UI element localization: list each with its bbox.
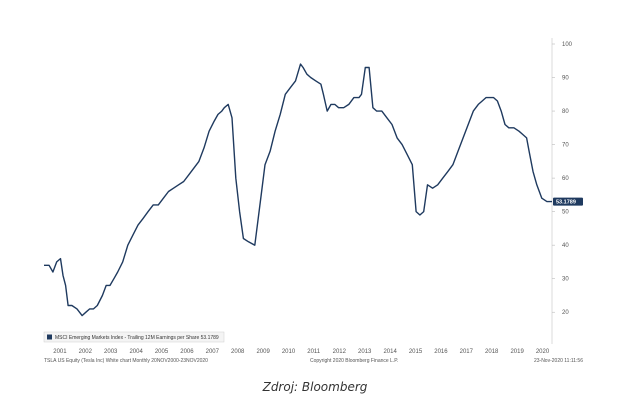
x-tick-label: 2003 — [104, 349, 118, 355]
x-tick-label: 2011 — [307, 349, 321, 355]
x-tick-label: 2018 — [485, 349, 499, 355]
last-value-label: 53.1789 — [553, 197, 583, 206]
footer-right: 23-Nov-2020 11:11:56 — [534, 358, 583, 364]
x-tick-label: 2007 — [206, 349, 220, 355]
x-tick-label: 2005 — [155, 349, 169, 355]
x-tick-label: 2012 — [333, 349, 347, 355]
source-caption: Zdroj: Bloomberg — [262, 380, 368, 394]
x-tick-label: 2006 — [180, 349, 194, 355]
last-value-text: 53.1789 — [556, 200, 576, 206]
x-tick-label: 2014 — [383, 349, 397, 355]
y-axis-ticks: 20 30 40 50 60 70 80 90 100 — [552, 42, 573, 316]
x-tick-label: 2001 — [53, 349, 67, 355]
footer-center: Copyright 2020 Bloomberg Finance L.P. — [310, 358, 398, 364]
x-axis-ticks: 2001 2002 2003 2004 2005 2006 2007 2008 2009 2010… — [53, 349, 550, 355]
x-tick-label: 2002 — [79, 349, 93, 355]
y-tick-label: 60 — [562, 176, 569, 182]
legend-swatch — [47, 334, 52, 340]
y-tick-label: 30 — [562, 277, 569, 283]
x-tick-label: 2015 — [409, 349, 423, 355]
x-tick-label: 2013 — [358, 349, 372, 355]
footer-left: TSLA US Equity (Tesla Inc) White chart M… — [44, 358, 208, 364]
legend-entry: MSCI Emerging Markets Index - Trailing 1… — [55, 335, 219, 341]
last-value-badge — [553, 197, 583, 206]
y-tick-label: 80 — [562, 109, 569, 115]
x-tick-label: 2016 — [434, 349, 448, 355]
x-tick-label: 2017 — [460, 349, 474, 355]
y-tick-label: 100 — [562, 42, 573, 48]
legend: MSCI Emerging Markets Index - Trailing 1… — [43, 331, 225, 343]
x-tick-label: 2008 — [231, 349, 245, 355]
x-tick-label: 2004 — [129, 349, 143, 355]
x-tick-label: 2019 — [510, 349, 524, 355]
y-tick-label: 40 — [562, 243, 569, 249]
y-tick-label: 70 — [562, 143, 569, 149]
y-tick-label: 20 — [562, 310, 569, 316]
series-line-eps — [44, 63, 552, 317]
legend-box — [43, 331, 225, 343]
y-tick-label: 90 — [562, 76, 569, 82]
x-tick-label: 2009 — [256, 349, 270, 355]
y-tick-label: 50 — [562, 210, 569, 216]
x-tick-label: 2010 — [282, 349, 296, 355]
x-tick-label: 2020 — [536, 349, 550, 355]
